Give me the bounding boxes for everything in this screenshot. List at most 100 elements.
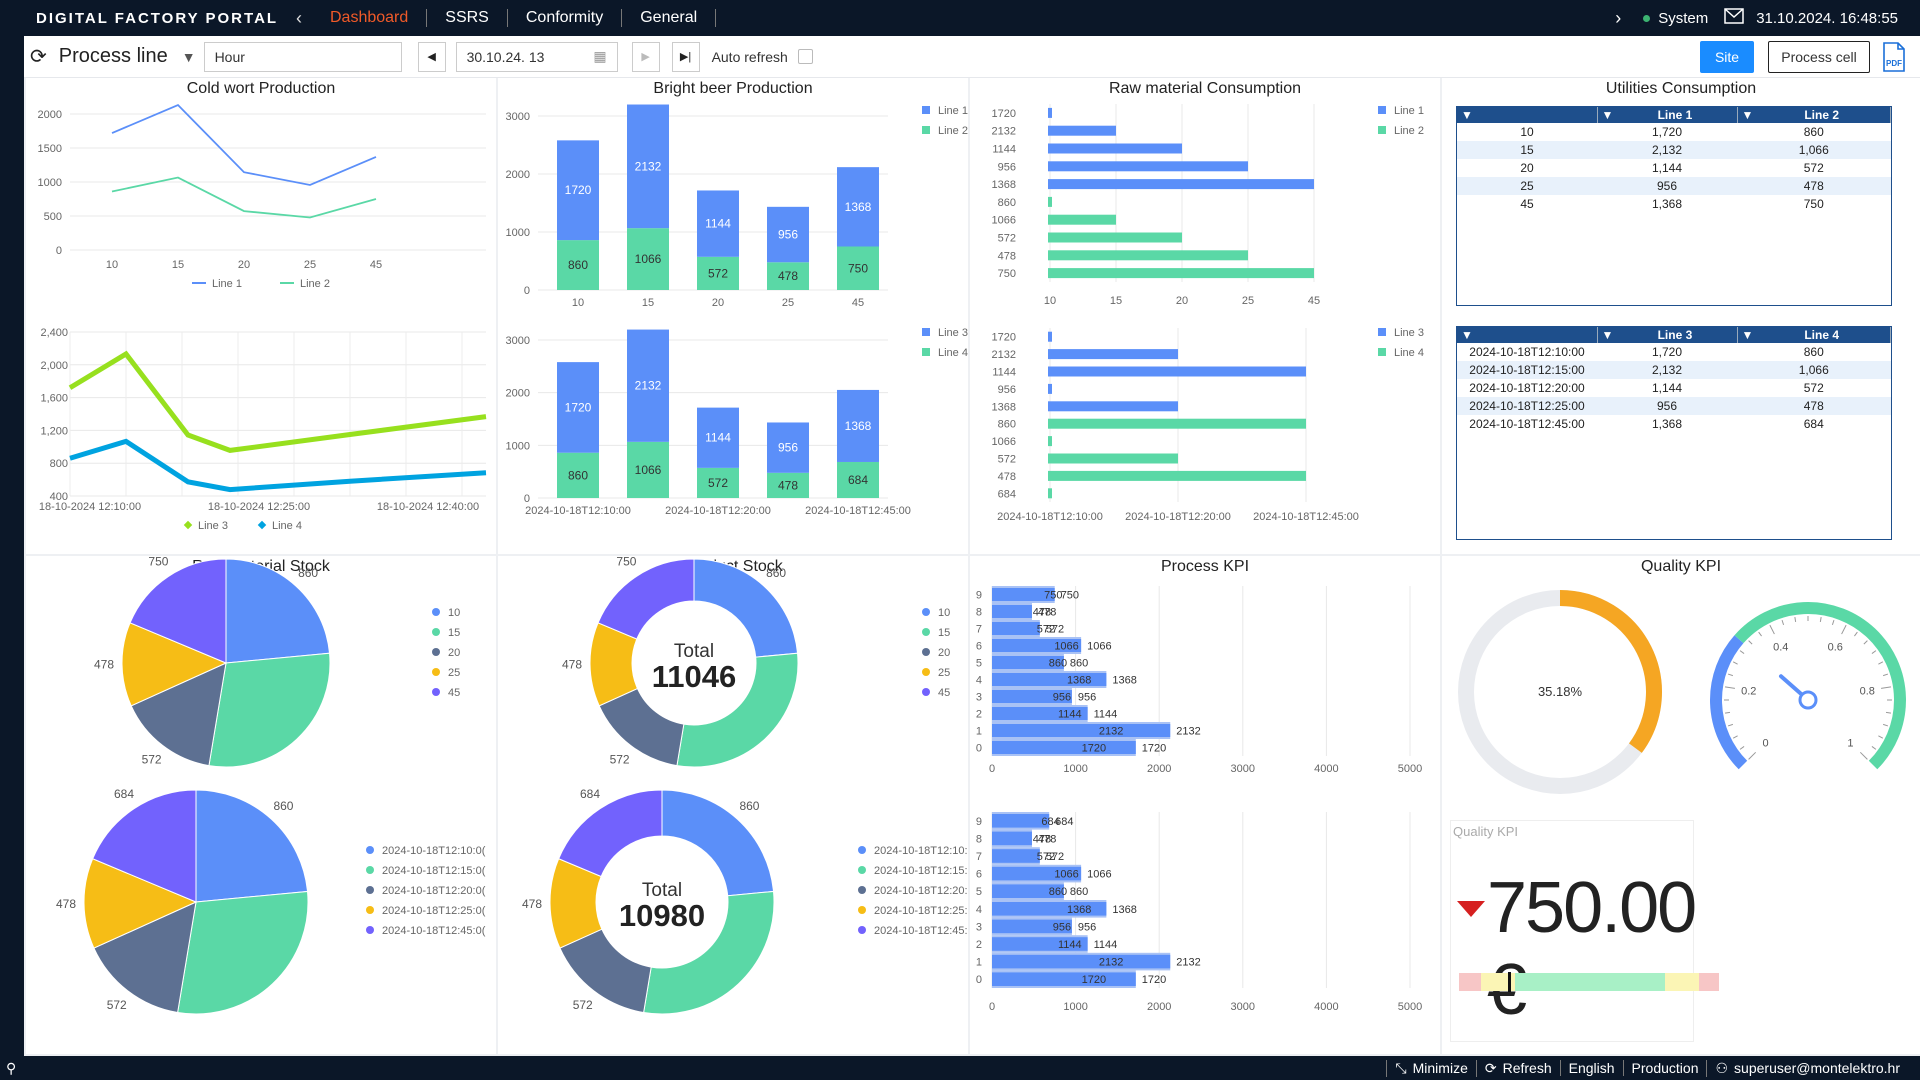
legend-swatch <box>858 886 866 894</box>
refresh-icon[interactable]: ⟳ <box>30 46 47 68</box>
table-row[interactable]: 45 1,368 750 <box>1520 197 1824 211</box>
pie-slice <box>558 789 663 878</box>
bar <box>992 954 1171 969</box>
legend-swatch <box>432 688 440 696</box>
gauge-tick <box>1724 711 1731 714</box>
table-row[interactable]: 2024-10-18T12:10:00 1,720 860 <box>1469 345 1824 359</box>
pie-slice <box>676 652 799 768</box>
bar <box>992 656 1064 669</box>
gauge-tick <box>1859 751 1868 760</box>
mail-icon[interactable] <box>1724 8 1744 28</box>
y-tick-label: 1144 <box>992 144 1016 156</box>
pdf-icon[interactable]: PDF <box>1882 41 1906 72</box>
x-tick-label: 25 <box>304 259 316 271</box>
legend-swatch <box>858 926 866 934</box>
tab-conformity[interactable]: Conformity <box>508 9 623 27</box>
data-label: 956 <box>1078 692 1096 704</box>
column-filter[interactable]: ▼ <box>1457 327 1598 343</box>
table-row[interactable]: 10 1,720 860 <box>1520 125 1824 139</box>
raw-consumption-chart: 10 15 20 25 45 1720 2132 1144 956 1368 860 1066 572 4… <box>992 104 1424 523</box>
quality-kpi-card: Quality KPI 750.00 € <box>1450 820 1719 1042</box>
y-tick-label: 572 <box>998 233 1016 245</box>
gauge-tick <box>1727 723 1734 727</box>
chevron-right-icon[interactable]: › <box>1615 7 1622 28</box>
tab-general[interactable]: General <box>622 9 717 27</box>
environment-selector[interactable]: Production <box>1622 1060 1707 1076</box>
y-tick-label: 8 <box>976 833 982 845</box>
column-header[interactable]: ▼ Line 1 <box>1597 107 1738 123</box>
column-header[interactable]: ▼ Line 3 <box>1597 327 1738 343</box>
bar <box>837 389 879 462</box>
y-tick-label: 2,000 <box>40 360 68 372</box>
table-row[interactable]: 2024-10-18T12:45:00 1,368 684 <box>1469 417 1824 431</box>
gauge-tick <box>1739 746 1745 750</box>
date-input[interactable]: 30.10.24. 13 ▦ <box>455 41 618 72</box>
donut-center-label: Total <box>642 880 682 901</box>
bar <box>992 884 1064 898</box>
bar <box>627 228 669 290</box>
x-tick-label: 20 <box>712 297 724 309</box>
bar <box>697 256 739 290</box>
bright-beer-chart: 0 1000 2000 3000 860 1720 10 1066 2132 15 572 1144 2… <box>506 104 968 517</box>
user-menu[interactable]: ⚇ superuser@montelektro.hr <box>1706 1059 1908 1077</box>
y-tick-label: 0 <box>976 743 982 755</box>
column-filter[interactable]: ▼ <box>1457 107 1598 123</box>
pin-icon[interactable]: ⚲ <box>6 1059 17 1076</box>
tab-ssrs[interactable]: SSRS <box>427 9 508 27</box>
data-label: 1720 <box>565 400 592 414</box>
auto-refresh-checkbox[interactable] <box>797 49 813 64</box>
bar <box>627 104 669 229</box>
bar <box>992 972 1136 986</box>
quality-kpi-charts: 35.18% 0 0.2 0.4 0.6 0.8 1 <box>1458 590 1906 794</box>
minimize-button[interactable]: ⤡ Minimize <box>1386 1059 1475 1077</box>
table-row[interactable]: 20 1,144 572 <box>1520 161 1824 175</box>
legend-label: 10 <box>448 607 460 619</box>
chevron-left-icon[interactable]: ‹ <box>296 7 302 28</box>
language-selector[interactable]: English <box>1559 1060 1623 1076</box>
top-right-area: › System 31.10.2024. 16:48:55 <box>1615 8 1920 29</box>
trend-down-icon <box>1457 901 1485 917</box>
column-header[interactable]: ▼ Line 2 <box>1737 107 1891 123</box>
bar <box>992 831 1032 846</box>
data-label: 750 <box>848 261 868 275</box>
bar <box>1048 366 1306 377</box>
legend-label: 45 <box>448 687 460 699</box>
gauge-tick-label: 1 <box>1847 737 1853 749</box>
previous-button[interactable]: ◀ <box>417 41 446 72</box>
refresh-button[interactable]: ⟳ Refresh <box>1475 1059 1560 1077</box>
legend-swatch <box>366 926 374 934</box>
legend-label: 2024-10-18T12:25:0( <box>874 905 968 917</box>
next-button[interactable]: ▶ <box>631 41 660 72</box>
pie-slice <box>643 890 775 1015</box>
x-tick-label: 2024-10-18T12:20:00 <box>665 505 771 517</box>
data-label: 1066 <box>1087 641 1111 653</box>
data-label: 684 <box>848 473 868 487</box>
calendar-icon[interactable]: ▦ <box>593 48 607 64</box>
column-header[interactable]: ▼ Line 4 <box>1737 327 1891 343</box>
y-tick-label: 956 <box>998 384 1016 396</box>
bar <box>697 407 739 468</box>
filter-icon[interactable]: ▼ <box>181 48 196 65</box>
bar <box>1048 349 1178 360</box>
tab-dashboard[interactable]: Dashboard <box>312 9 428 27</box>
y-tick-label: 1720 <box>992 332 1016 344</box>
process-cell-button[interactable]: Process cell <box>1768 40 1870 73</box>
bar <box>767 262 809 290</box>
panel-title: Utilities Consumption <box>1605 80 1757 97</box>
x-tick-label: 0 <box>989 1001 995 1013</box>
site-button[interactable]: Site <box>1700 40 1754 73</box>
legend-label: Line 2 <box>1394 125 1424 137</box>
table-row[interactable]: 2024-10-18T12:25:00 956 478 <box>1457 397 1891 415</box>
table-row[interactable]: 25 956 478 <box>1457 177 1891 195</box>
x-tick-label: 45 <box>1308 295 1320 307</box>
table-row[interactable]: 2024-10-18T12:15:00 2,132 1,066 <box>1457 361 1891 379</box>
bar <box>1048 179 1314 190</box>
table-row[interactable]: 15 2,132 1,066 <box>1457 141 1891 159</box>
y-tick-label: 750 <box>998 268 1016 280</box>
gauge-tick <box>1739 650 1745 654</box>
gauge-tick-label: 0 <box>1763 737 1769 749</box>
hour-input[interactable] <box>203 41 402 72</box>
legend-swatch <box>432 628 440 636</box>
last-button[interactable]: ▶| <box>671 41 700 72</box>
table-row[interactable]: 2024-10-18T12:20:00 1,144 572 <box>1469 381 1824 395</box>
